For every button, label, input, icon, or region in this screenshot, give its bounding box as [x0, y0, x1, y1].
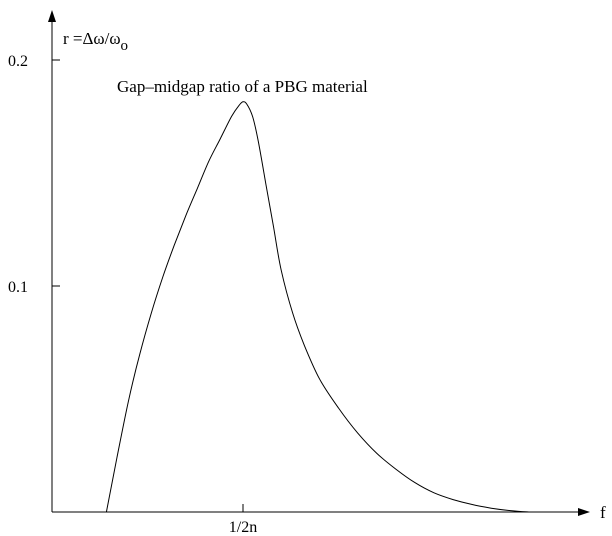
ticks: 0.1 0.2 1/2n [8, 53, 257, 536]
y-tick-label: 0.1 [8, 279, 28, 296]
y-axis-label-subscript: o [121, 38, 129, 54]
y-axis-label-main: r =Δω/ω [63, 29, 121, 48]
series-line-gap-midgap-ratio [105, 101, 530, 513]
y-tick-label: 0.2 [8, 53, 28, 70]
x-axis-label: f [600, 503, 606, 522]
y-axis-label: r =Δω/ωo [63, 29, 128, 54]
x-axis-arrow [578, 508, 590, 516]
y-axis-arrow [48, 10, 56, 22]
x-tick-label: 1/2n [229, 519, 257, 536]
chart-title: Gap–midgap ratio of a PBG material [117, 77, 368, 96]
